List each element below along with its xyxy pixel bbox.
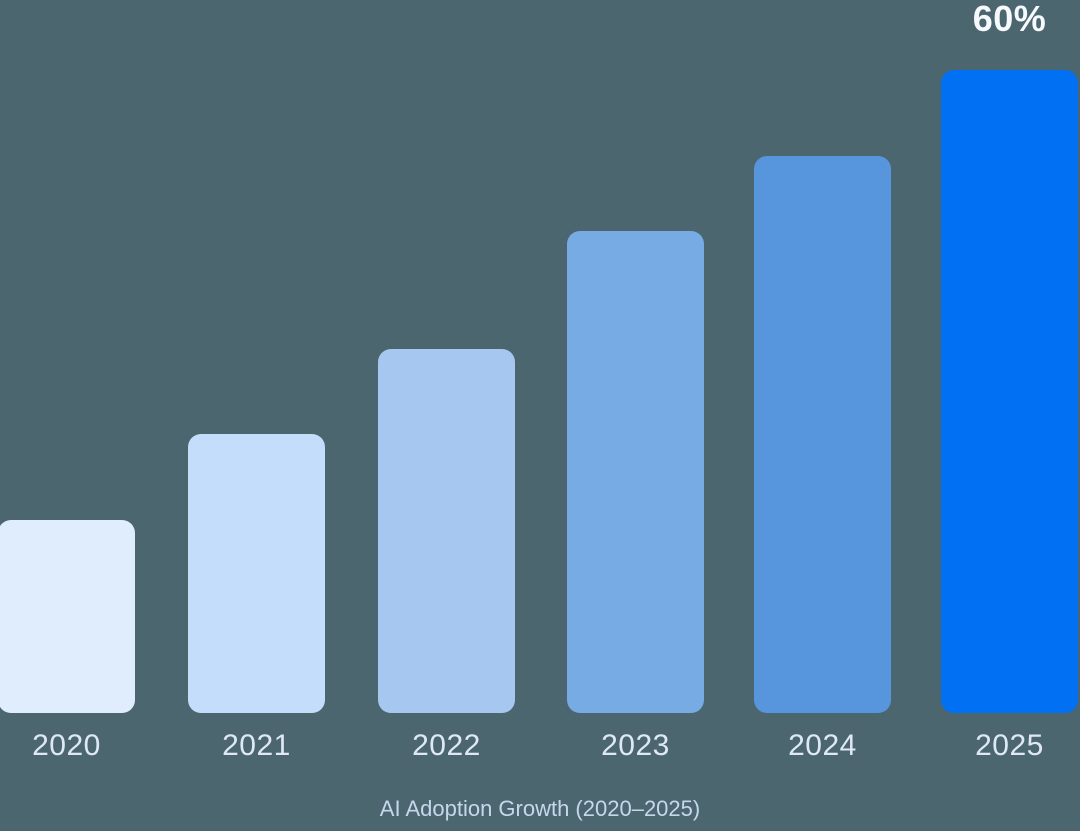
- x-tick-label-2021: 2021: [222, 729, 291, 762]
- bar-2020: [0, 520, 135, 713]
- chart-title: AI Adoption Growth (2020–2025): [379, 796, 701, 821]
- x-tick-label-2023: 2023: [601, 729, 670, 762]
- bar-2022: [378, 349, 515, 713]
- bar-2025: [941, 70, 1078, 713]
- x-tick-label-2024: 2024: [788, 729, 857, 762]
- data-label-2025: 60%: [972, 0, 1047, 39]
- x-tick-label-2022: 2022: [412, 729, 481, 762]
- x-tick-label-2020: 2020: [32, 729, 101, 762]
- bar-2023: [567, 231, 704, 713]
- bar-2024: [754, 156, 891, 713]
- x-tick-label-2025: 2025: [975, 729, 1044, 762]
- bar-2021: [188, 434, 325, 713]
